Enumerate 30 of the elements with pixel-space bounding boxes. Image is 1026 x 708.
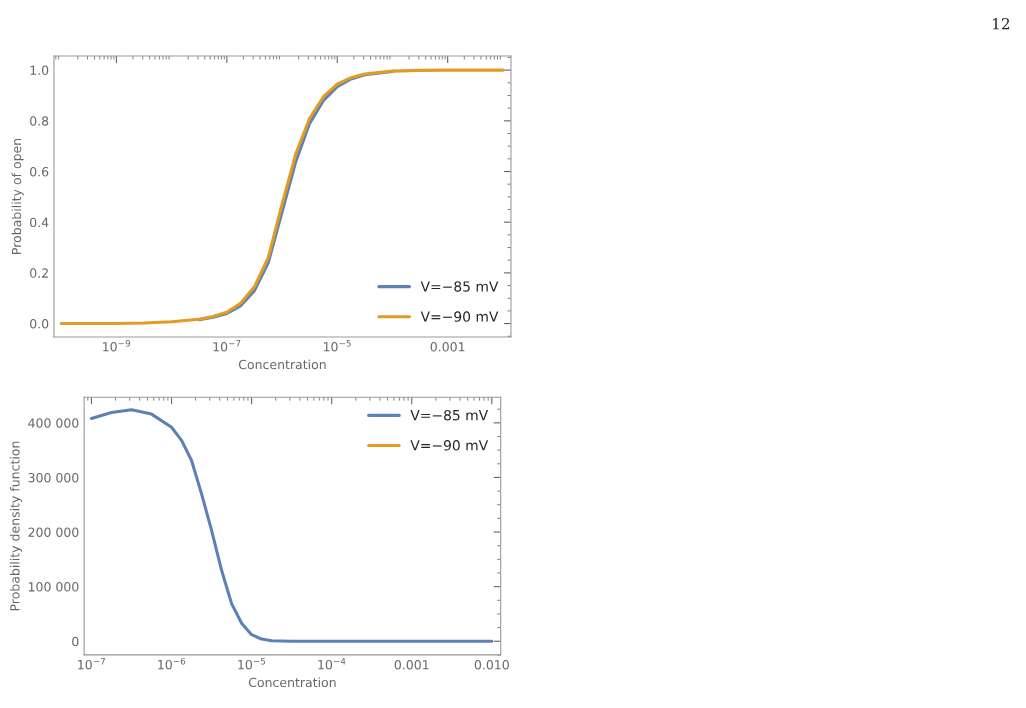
y-tick-label: 0.6 bbox=[30, 166, 49, 177]
x-tick-label: 0.010 bbox=[474, 659, 509, 670]
text: 12 bbox=[993, 17, 1010, 30]
y-tick-label: 100 000 bbox=[28, 582, 79, 592]
y-tick-label: 0.0 bbox=[30, 319, 49, 329]
y-tick-label: 0.4 bbox=[30, 217, 49, 228]
x-tick-label: 10$^{−6}$ bbox=[158, 657, 186, 670]
x-axis-title: Concentration bbox=[238, 359, 326, 370]
y-tick-label: 200 000 bbox=[28, 527, 79, 537]
y-tick-label: 0 bbox=[72, 636, 79, 647]
x-tick-label: 10$^{−7}$ bbox=[213, 340, 241, 352]
x-tick-label: 10$^{−5}$ bbox=[323, 340, 351, 352]
x-tick-label: 10$^{−9}$ bbox=[103, 339, 131, 352]
x-tick-label: 10$^{−7}$ bbox=[78, 658, 105, 670]
x-tick-label: 10$^{−4}$ bbox=[318, 658, 346, 670]
legend-label: V=−90 mV bbox=[410, 440, 489, 451]
x-tick-label: 10$^{−5}$ bbox=[238, 658, 266, 670]
y-tick-label: 1.0 bbox=[30, 65, 49, 76]
y-axis-title: Probability density function bbox=[9, 441, 23, 611]
legend-label: V=−85 mV bbox=[410, 409, 489, 421]
y-tick-label: 400 000 bbox=[28, 418, 79, 428]
legend-label: V=−85 mV bbox=[420, 281, 499, 292]
y-tick-label: 0.2 bbox=[30, 268, 48, 278]
legend-label: V=−90 mV bbox=[420, 311, 499, 322]
y-tick-label: 0.8 bbox=[30, 116, 49, 126]
x-tick-label: 0.001 bbox=[430, 342, 465, 352]
x-tick-label: 0.001 bbox=[394, 659, 429, 670]
y-axis-title: Probability of open bbox=[11, 138, 24, 254]
y-tick-label: 300 000 bbox=[28, 472, 79, 483]
x-axis-title: Concentration bbox=[248, 677, 336, 688]
